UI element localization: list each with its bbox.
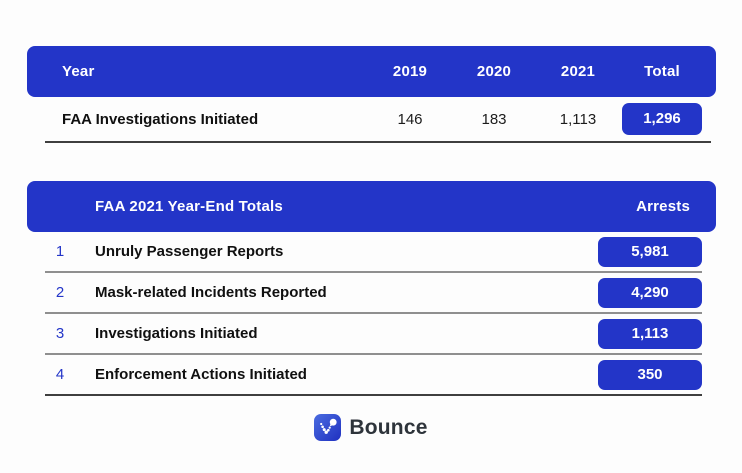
row-index: 1 — [55, 243, 65, 260]
investigations-by-year-table: Year 2019 2020 2021 Total FAA Investigat… — [27, 46, 716, 143]
table1-value-2020: 183 — [481, 110, 507, 128]
table1-header-2020: 2020 — [476, 63, 512, 80]
table-row: 1 Unruly Passenger Reports 5,981 — [45, 232, 702, 273]
brand-name: Bounce — [349, 415, 428, 439]
table1-header-row: Year 2019 2020 2021 Total — [27, 46, 716, 97]
value-badge: 350 — [598, 359, 702, 390]
row-index: 2 — [55, 284, 65, 301]
value-badge: 5,981 — [598, 236, 702, 267]
table1-row-label: FAA Investigations Initiated — [62, 110, 259, 128]
row-label: Mask-related Incidents Reported — [95, 284, 327, 301]
row-label: Unruly Passenger Reports — [95, 243, 284, 260]
year-end-totals-table: FAA 2021 Year-End Totals Arrests 1 Unrul… — [27, 181, 716, 396]
table2-header-row: FAA 2021 Year-End Totals Arrests — [27, 181, 716, 232]
table1-header-year: Year — [62, 63, 95, 80]
table1-total-cell: 1,296 — [620, 103, 704, 135]
table1-value-2021: 1,113 — [559, 110, 597, 128]
table1-header-total: Total — [644, 63, 680, 80]
table2-header-title: FAA 2021 Year-End Totals — [95, 198, 283, 215]
table-row: 2 Mask-related Incidents Reported 4,290 — [45, 273, 702, 314]
bounce-dotted-v-icon — [314, 414, 342, 441]
row-label: Investigations Initiated — [95, 325, 258, 342]
table-row: FAA Investigations Initiated 146 183 1,1… — [27, 97, 716, 141]
value-badge: 4,290 — [598, 277, 702, 308]
row-index: 3 — [55, 325, 65, 342]
table-row: 3 Investigations Initiated 1,113 — [45, 314, 702, 355]
total-badge: 1,296 — [622, 103, 702, 135]
table1-bottom-rule — [45, 141, 711, 143]
table1-header-2019: 2019 — [392, 63, 428, 80]
row-label: Enforcement Actions Initiated — [95, 366, 307, 383]
value-badge: 1,113 — [598, 318, 702, 349]
table1-header-2021: 2021 — [560, 63, 596, 80]
row-index: 4 — [55, 366, 65, 383]
footer-brand: Bounce — [0, 414, 742, 441]
table-row: 4 Enforcement Actions Initiated 350 — [45, 355, 702, 396]
table2-header-arrests: Arrests — [636, 198, 690, 215]
table1-value-2019: 146 — [397, 110, 423, 128]
